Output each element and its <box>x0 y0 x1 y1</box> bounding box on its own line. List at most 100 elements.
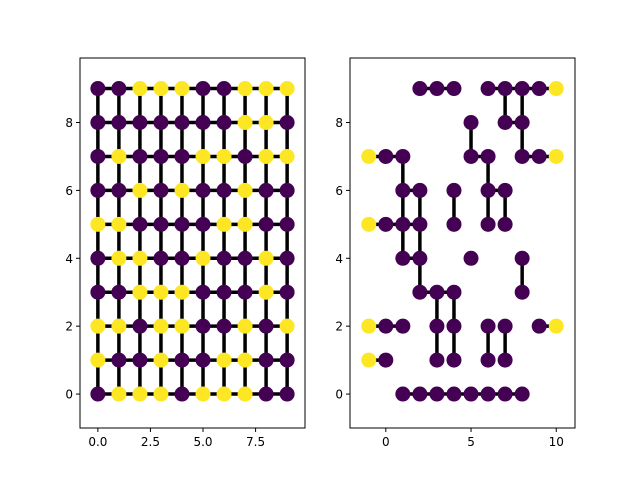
left-node <box>153 216 169 232</box>
left-node <box>195 216 211 232</box>
right-node <box>412 81 428 97</box>
right-x-tick-label: 10 <box>549 435 564 449</box>
left-node <box>279 148 295 164</box>
right-node <box>395 216 411 232</box>
right-node <box>480 148 496 164</box>
right-y-tick-label: 2 <box>335 320 343 334</box>
left-node <box>279 182 295 198</box>
left-node <box>90 81 106 97</box>
right-node <box>480 318 496 334</box>
left-node <box>132 182 148 198</box>
left-node <box>153 250 169 266</box>
left-node <box>111 386 127 402</box>
right-node <box>497 182 513 198</box>
left-node <box>111 114 127 130</box>
right-node <box>497 386 513 402</box>
right-node <box>548 148 564 164</box>
left-node <box>237 352 253 368</box>
left-node <box>279 114 295 130</box>
right-node <box>429 386 445 402</box>
right-node <box>378 352 394 368</box>
right-node <box>446 318 462 334</box>
left-node <box>195 81 211 97</box>
left-node <box>258 318 274 334</box>
right-node <box>446 386 462 402</box>
left-node <box>216 148 232 164</box>
right-node <box>429 318 445 334</box>
left-node <box>153 182 169 198</box>
left-node <box>195 318 211 334</box>
left-node <box>153 148 169 164</box>
right-node <box>412 216 428 232</box>
left-node <box>174 284 190 300</box>
left-node <box>195 284 211 300</box>
left-node <box>90 216 106 232</box>
left-node <box>195 182 211 198</box>
right-graph-chart: 0 5 10 0 2 4 6 8 <box>335 57 576 449</box>
right-node <box>429 352 445 368</box>
left-node <box>237 284 253 300</box>
left-node <box>90 352 106 368</box>
right-node <box>395 250 411 266</box>
left-node <box>90 148 106 164</box>
right-x-tick-label: 5 <box>467 435 475 449</box>
right-node <box>446 352 462 368</box>
right-node <box>480 81 496 97</box>
right-node <box>497 352 513 368</box>
right-nodes-layer <box>361 81 564 402</box>
right-node <box>531 81 547 97</box>
left-node <box>90 386 106 402</box>
right-node <box>480 216 496 232</box>
right-node <box>463 250 479 266</box>
left-node <box>195 250 211 266</box>
left-x-ticks: 0.0 2.5 5.0 7.5 <box>88 428 265 449</box>
left-node <box>216 81 232 97</box>
left-x-tick-label: 5.0 <box>193 435 212 449</box>
left-node <box>258 182 274 198</box>
left-node <box>174 352 190 368</box>
left-nodes-layer <box>90 81 295 402</box>
right-node <box>531 148 547 164</box>
right-node <box>497 114 513 130</box>
right-node <box>446 216 462 232</box>
left-node <box>195 114 211 130</box>
left-node <box>90 284 106 300</box>
left-node <box>258 148 274 164</box>
left-node <box>153 352 169 368</box>
left-node <box>237 148 253 164</box>
right-node <box>378 216 394 232</box>
left-node <box>132 114 148 130</box>
right-node <box>497 318 513 334</box>
left-node <box>132 148 148 164</box>
left-node <box>195 148 211 164</box>
right-axes-background <box>350 58 575 428</box>
left-node <box>216 284 232 300</box>
left-node <box>111 352 127 368</box>
left-y-tick-label: 6 <box>65 184 73 198</box>
right-node <box>514 386 530 402</box>
left-node <box>237 216 253 232</box>
left-node <box>279 250 295 266</box>
left-node <box>174 250 190 266</box>
left-node <box>174 148 190 164</box>
left-node <box>132 352 148 368</box>
left-node <box>258 216 274 232</box>
left-node <box>132 284 148 300</box>
left-node <box>174 81 190 97</box>
right-node <box>446 81 462 97</box>
right-node <box>395 182 411 198</box>
right-y-ticks: 0 2 4 6 8 <box>335 116 350 402</box>
right-node <box>395 148 411 164</box>
left-y-ticks: 0 2 4 6 8 <box>65 116 80 402</box>
right-node <box>548 318 564 334</box>
left-node <box>153 284 169 300</box>
right-node <box>497 216 513 232</box>
right-node <box>361 216 377 232</box>
right-node <box>531 318 547 334</box>
right-node <box>361 352 377 368</box>
right-node <box>480 352 496 368</box>
left-y-tick-label: 4 <box>65 252 73 266</box>
right-node <box>412 386 428 402</box>
left-node <box>216 386 232 402</box>
